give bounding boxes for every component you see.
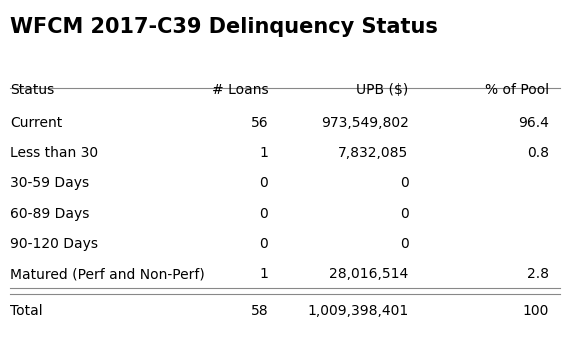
Text: Current: Current [10,116,62,130]
Text: 1: 1 [259,267,268,281]
Text: 0: 0 [400,237,409,251]
Text: Less than 30: Less than 30 [10,146,98,160]
Text: Total: Total [10,304,42,318]
Text: 100: 100 [523,304,549,318]
Text: Status: Status [10,83,54,97]
Text: 0: 0 [400,176,409,190]
Text: 0: 0 [259,237,268,251]
Text: 60-89 Days: 60-89 Days [10,207,89,221]
Text: WFCM 2017-C39 Delinquency Status: WFCM 2017-C39 Delinquency Status [10,17,438,37]
Text: 7,832,085: 7,832,085 [339,146,409,160]
Text: 56: 56 [251,116,268,130]
Text: 1,009,398,401: 1,009,398,401 [307,304,409,318]
Text: 96.4: 96.4 [518,116,549,130]
Text: % of Pool: % of Pool [485,83,549,97]
Text: 0: 0 [400,207,409,221]
Text: 0.8: 0.8 [527,146,549,160]
Text: 0: 0 [259,207,268,221]
Text: 973,549,802: 973,549,802 [321,116,409,130]
Text: 28,016,514: 28,016,514 [329,267,409,281]
Text: UPB ($): UPB ($) [356,83,409,97]
Text: 1: 1 [259,146,268,160]
Text: 90-120 Days: 90-120 Days [10,237,98,251]
Text: # Loans: # Loans [211,83,268,97]
Text: 58: 58 [251,304,268,318]
Text: Matured (Perf and Non-Perf): Matured (Perf and Non-Perf) [10,267,205,281]
Text: 0: 0 [259,176,268,190]
Text: 2.8: 2.8 [527,267,549,281]
Text: 30-59 Days: 30-59 Days [10,176,89,190]
